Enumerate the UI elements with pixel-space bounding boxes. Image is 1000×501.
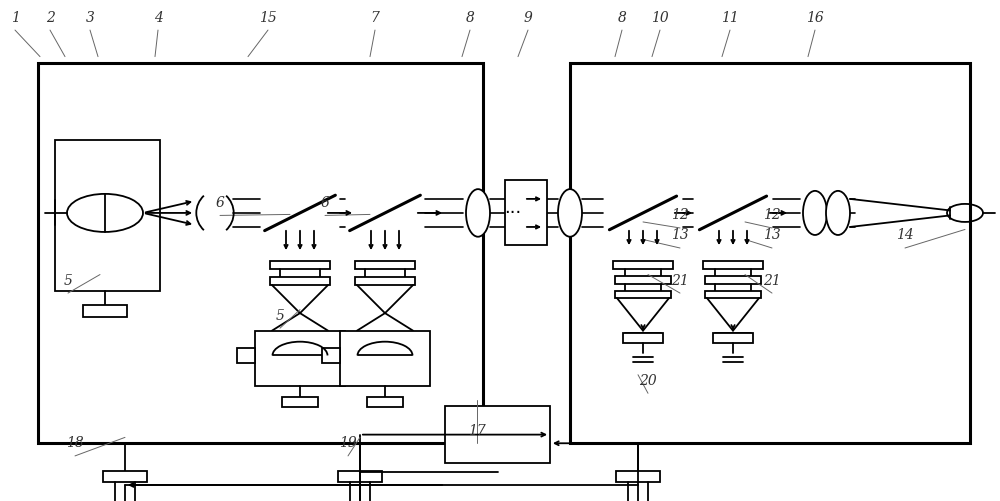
Bar <box>83 305 127 317</box>
Bar <box>255 331 345 386</box>
Bar <box>355 261 415 269</box>
Text: 18: 18 <box>66 436 84 450</box>
Text: 4: 4 <box>154 11 162 25</box>
Text: 7: 7 <box>371 11 379 25</box>
Bar <box>270 261 330 269</box>
Text: 20: 20 <box>639 374 657 388</box>
Bar <box>616 471 660 482</box>
Text: 14: 14 <box>896 228 914 242</box>
Bar <box>613 261 673 269</box>
Text: 5: 5 <box>64 274 72 288</box>
Bar <box>338 471 382 482</box>
Text: 10: 10 <box>651 11 669 25</box>
Bar <box>445 406 550 463</box>
Ellipse shape <box>558 189 582 237</box>
Text: 13: 13 <box>763 228 781 242</box>
Text: 6: 6 <box>321 196 329 210</box>
Text: 11: 11 <box>721 11 739 25</box>
Text: 5: 5 <box>276 309 284 323</box>
Bar <box>55 140 160 291</box>
Bar <box>103 471 147 482</box>
Text: 13: 13 <box>671 228 689 242</box>
Text: 1: 1 <box>11 11 19 25</box>
Bar <box>705 276 761 284</box>
Text: 2: 2 <box>46 11 54 25</box>
Bar <box>615 276 671 284</box>
Text: 3: 3 <box>86 11 94 25</box>
Bar <box>38 63 483 443</box>
Bar <box>322 348 340 363</box>
Text: 17: 17 <box>468 424 486 438</box>
Text: 12: 12 <box>671 208 689 222</box>
Text: 16: 16 <box>806 11 824 25</box>
Bar <box>703 261 763 269</box>
Bar <box>270 277 330 285</box>
Text: 19: 19 <box>339 436 357 450</box>
Bar <box>713 333 753 343</box>
Text: ...: ... <box>504 199 522 217</box>
Text: 21: 21 <box>671 274 689 288</box>
Bar <box>623 333 663 343</box>
Text: 15: 15 <box>259 11 277 25</box>
Bar <box>505 180 547 245</box>
Ellipse shape <box>466 189 490 237</box>
Ellipse shape <box>826 191 850 235</box>
Bar <box>615 291 671 298</box>
Bar <box>237 348 255 363</box>
Text: 9: 9 <box>524 11 532 25</box>
Bar <box>367 397 403 407</box>
Text: 8: 8 <box>618 11 626 25</box>
Bar <box>705 291 761 298</box>
Text: 21: 21 <box>763 274 781 288</box>
Text: 8: 8 <box>466 11 474 25</box>
Ellipse shape <box>803 191 827 235</box>
Bar <box>340 331 430 386</box>
Text: 12: 12 <box>763 208 781 222</box>
Bar <box>570 63 970 443</box>
Bar <box>282 397 318 407</box>
Bar <box>355 277 415 285</box>
Text: 6: 6 <box>216 196 224 210</box>
